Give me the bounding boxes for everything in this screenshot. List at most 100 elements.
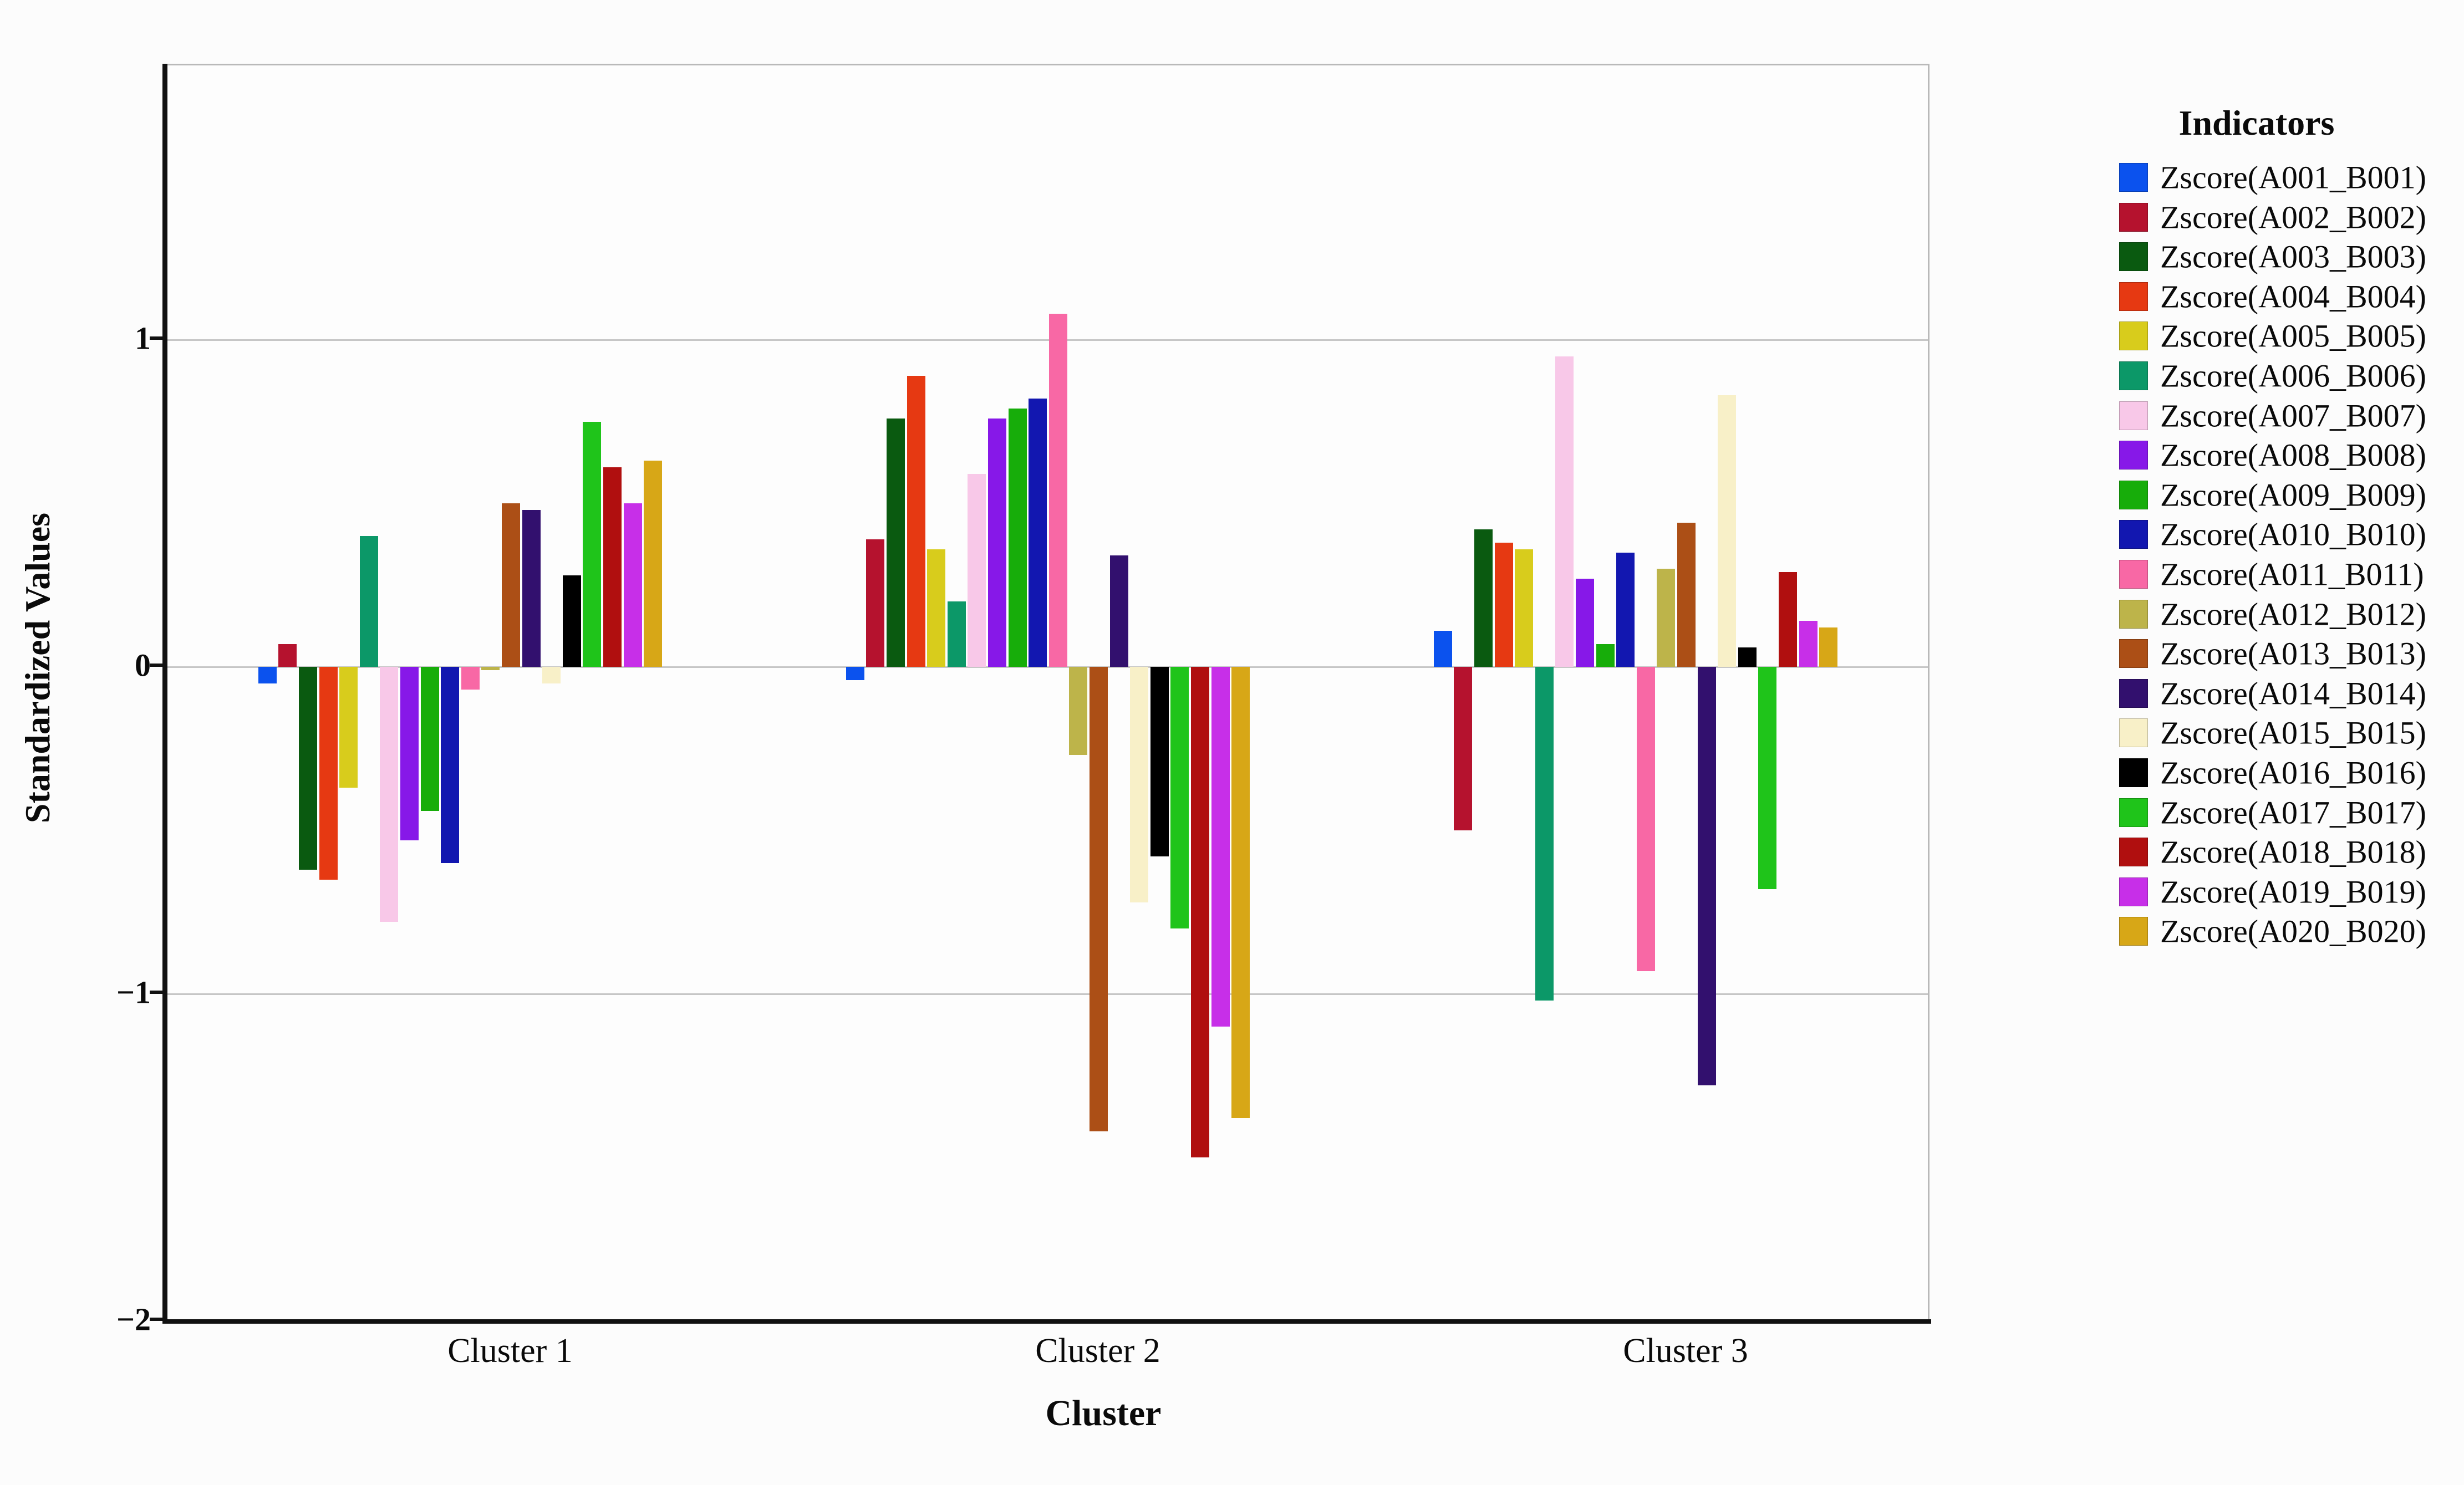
legend-label: Zscore(A017_B017) bbox=[2160, 794, 2427, 831]
legend-label: Zscore(A008_B008) bbox=[2160, 437, 2427, 473]
bar bbox=[1433, 631, 1452, 667]
y-tick-label: 1 bbox=[135, 320, 151, 356]
bar bbox=[542, 667, 561, 683]
bar bbox=[380, 667, 399, 922]
bar bbox=[339, 667, 358, 788]
bar bbox=[1677, 523, 1696, 667]
y-axis-line bbox=[162, 64, 167, 1324]
legend-color-swatch bbox=[2119, 480, 2148, 509]
bar bbox=[1657, 569, 1676, 667]
bar bbox=[1515, 549, 1534, 667]
legend-color-swatch bbox=[2119, 520, 2148, 549]
legend-title: Indicators bbox=[2178, 103, 2335, 142]
legend-color-swatch bbox=[2119, 877, 2148, 906]
legend-color-swatch bbox=[2119, 401, 2148, 430]
bar bbox=[1596, 644, 1615, 667]
bar bbox=[562, 575, 581, 667]
bar bbox=[1738, 647, 1757, 667]
legend-color-swatch bbox=[2119, 322, 2148, 351]
legend-color-swatch bbox=[2119, 560, 2148, 589]
legend-color-swatch bbox=[2119, 282, 2148, 311]
bar bbox=[927, 549, 946, 667]
legend-label: Zscore(A014_B014) bbox=[2160, 675, 2427, 712]
bar bbox=[644, 461, 663, 667]
bar bbox=[1697, 667, 1716, 1086]
bar bbox=[1454, 667, 1473, 830]
bar bbox=[1090, 667, 1108, 1131]
legend-label: Zscore(A001_B001) bbox=[2160, 159, 2427, 196]
legend-label: Zscore(A006_B006) bbox=[2160, 358, 2427, 394]
bar bbox=[1474, 529, 1493, 667]
legend-label: Zscore(A007_B007) bbox=[2160, 397, 2427, 434]
bar bbox=[947, 601, 966, 667]
bar bbox=[887, 418, 905, 667]
bar bbox=[583, 421, 602, 667]
bar bbox=[481, 667, 500, 670]
bar bbox=[1211, 667, 1230, 1027]
x-axis-title: Cluster bbox=[1045, 1393, 1162, 1433]
legend-label: Zscore(A012_B012) bbox=[2160, 596, 2427, 632]
plot-area bbox=[166, 64, 1930, 1319]
bar bbox=[1758, 667, 1777, 890]
legend-color-swatch bbox=[2119, 599, 2148, 629]
legend-color-swatch bbox=[2119, 441, 2148, 470]
y-tick-label: −2 bbox=[116, 1301, 151, 1338]
bar bbox=[1636, 667, 1655, 971]
bar bbox=[400, 667, 419, 840]
bar bbox=[1029, 399, 1047, 667]
bar bbox=[1555, 356, 1574, 667]
bar bbox=[1494, 542, 1513, 667]
bar bbox=[1130, 667, 1149, 902]
y-tick-mark bbox=[150, 664, 163, 667]
y-tick-label: −1 bbox=[116, 974, 151, 1011]
bar bbox=[1069, 667, 1088, 756]
legend-color-swatch bbox=[2119, 718, 2148, 748]
legend-label: Zscore(A004_B004) bbox=[2160, 278, 2427, 315]
bar bbox=[1048, 313, 1067, 667]
bar bbox=[1616, 552, 1635, 667]
legend-label: Zscore(A013_B013) bbox=[2160, 635, 2427, 672]
bar bbox=[603, 467, 622, 667]
category-label: Cluster 2 bbox=[1035, 1332, 1160, 1370]
bar bbox=[319, 667, 338, 880]
legend-label: Zscore(A011_B011) bbox=[2160, 556, 2424, 593]
legend-label: Zscore(A010_B010) bbox=[2160, 516, 2427, 553]
bar bbox=[907, 375, 925, 667]
bar bbox=[359, 536, 378, 667]
bar bbox=[461, 667, 480, 690]
legend-color-swatch bbox=[2119, 163, 2148, 192]
legend-label: Zscore(A020_B020) bbox=[2160, 913, 2427, 950]
legend-label: Zscore(A009_B009) bbox=[2160, 477, 2427, 513]
bar bbox=[1150, 667, 1169, 857]
bar bbox=[420, 667, 439, 811]
legend-label: Zscore(A005_B005) bbox=[2160, 318, 2427, 354]
y-tick-label: 0 bbox=[135, 647, 151, 683]
bar bbox=[502, 503, 520, 667]
legend-color-swatch bbox=[2119, 242, 2148, 272]
legend-label: Zscore(A016_B016) bbox=[2160, 754, 2427, 791]
bar bbox=[968, 473, 986, 667]
x-axis-line bbox=[162, 1319, 1931, 1324]
gridline bbox=[166, 339, 1928, 341]
bar bbox=[1576, 578, 1594, 667]
bar bbox=[441, 667, 460, 863]
legend-label: Zscore(A018_B018) bbox=[2160, 834, 2427, 870]
gridline bbox=[166, 993, 1928, 995]
bar bbox=[1191, 667, 1209, 1157]
legend-color-swatch bbox=[2119, 361, 2148, 390]
bar bbox=[522, 509, 541, 667]
bar bbox=[258, 667, 277, 683]
legend-color-swatch bbox=[2119, 758, 2148, 787]
bar bbox=[278, 644, 297, 667]
category-label: Cluster 1 bbox=[447, 1332, 573, 1370]
y-tick-mark bbox=[150, 336, 163, 340]
bar bbox=[1008, 408, 1027, 667]
bar bbox=[623, 503, 642, 667]
y-tick-mark bbox=[150, 1318, 163, 1321]
gridline bbox=[166, 666, 1928, 668]
bar bbox=[1170, 667, 1189, 928]
legend-color-swatch bbox=[2119, 838, 2148, 867]
y-tick-mark bbox=[150, 991, 163, 994]
legend-label: Zscore(A003_B003) bbox=[2160, 238, 2427, 275]
bar bbox=[1718, 395, 1737, 667]
